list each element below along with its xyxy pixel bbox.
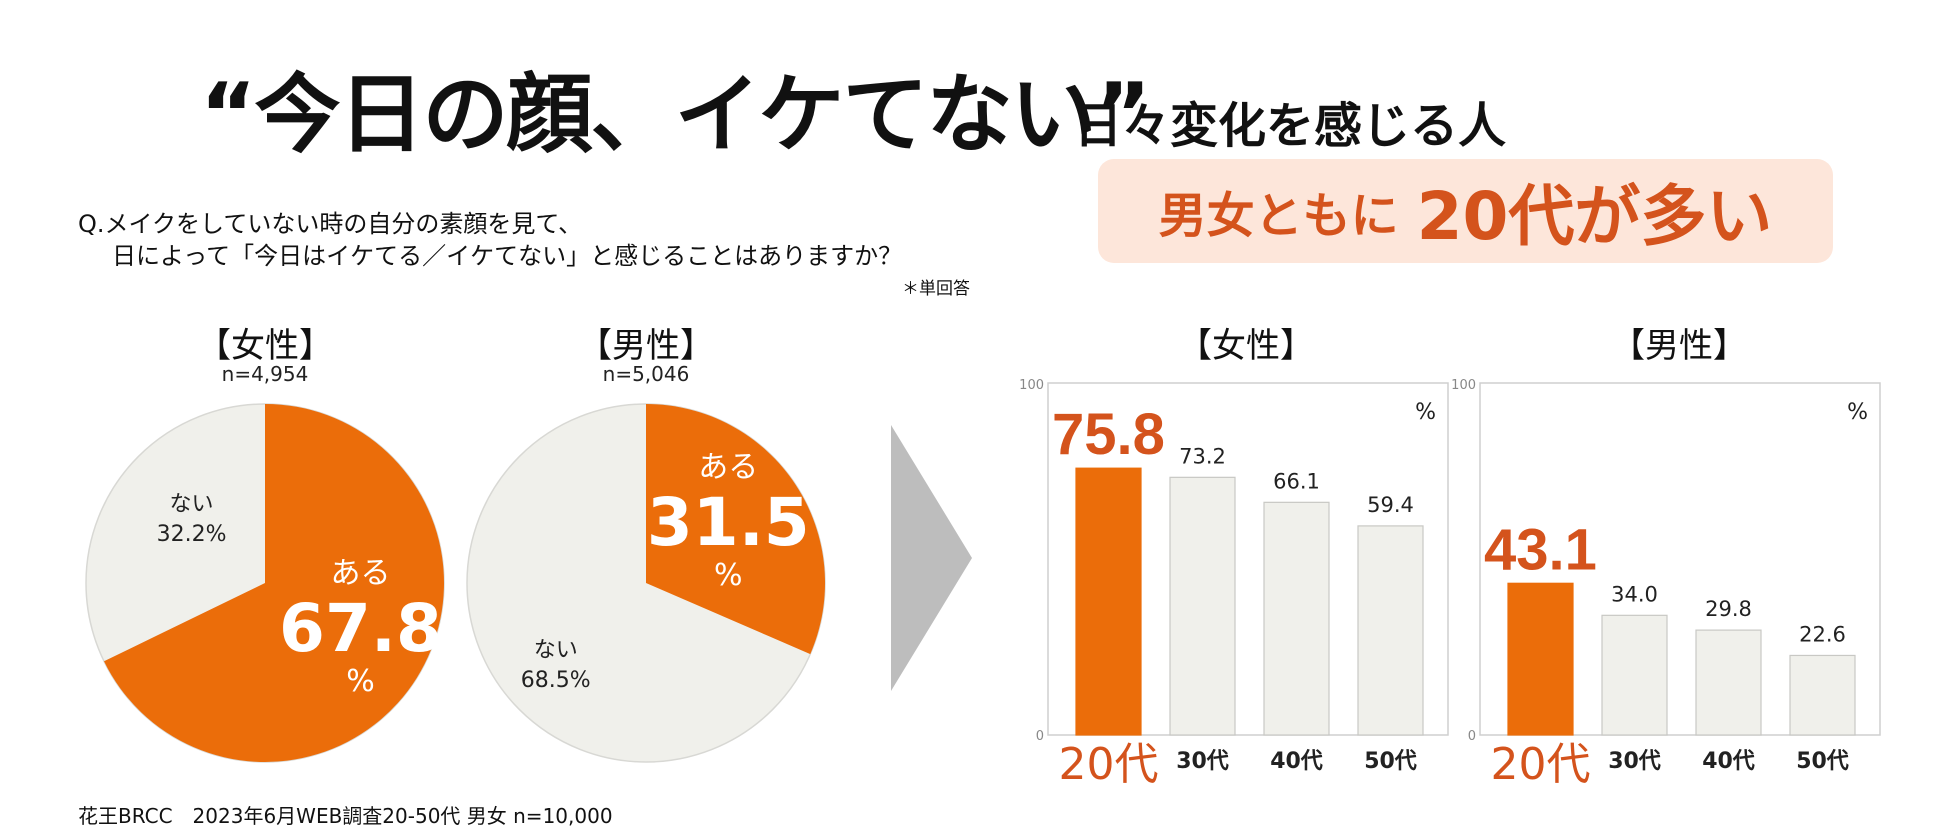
callout-text-2: 20代が多い	[1416, 178, 1773, 255]
men-pie-yes-value: 31.5	[647, 484, 810, 561]
question-line-2: 日によって「今日はイケてる／イケてない」と感じることはありますか？	[112, 242, 903, 270]
men-bar-value-1: 34.0	[1611, 582, 1658, 606]
men-pie-yes-label: ある	[698, 450, 758, 485]
men-category-0: 20代	[1491, 739, 1591, 790]
men-bar-0	[1507, 582, 1574, 736]
women-pie-slice-yes	[104, 404, 445, 762]
page-subtitle: 日々変化を感じる人	[1074, 98, 1507, 154]
women-pie-yes-value: 67.8	[279, 590, 442, 667]
men-bar-2	[1695, 629, 1762, 736]
men-ytick-max: 100	[1451, 378, 1476, 393]
men-category-1: 30代	[1608, 749, 1661, 774]
men-pie-no-value: 68.5%	[521, 668, 591, 693]
men-bar-value-3: 22.6	[1799, 622, 1846, 646]
men-bar-1	[1601, 614, 1668, 736]
women-pie-no-label: ない	[170, 492, 214, 517]
women-bar-frame	[1047, 382, 1449, 736]
women-category-0: 20代	[1059, 739, 1159, 790]
men-unit-label: %	[1847, 400, 1868, 425]
pie-men-title: 【男性】	[578, 326, 714, 366]
answer-note: ＊単回答	[902, 279, 970, 299]
page-title: “今日の顔、イケてない”	[200, 65, 1151, 165]
men-pie-slice-yes	[646, 404, 825, 655]
women-pie-no-value: 32.2%	[157, 522, 227, 547]
pie-women-title: 【女性】	[197, 326, 333, 366]
men-bar-value-0: 43.1	[1484, 517, 1597, 582]
pie-men-n: n=5,046	[602, 362, 690, 386]
bar-women-title: 【女性】	[1178, 326, 1314, 366]
callout-text-1: 男女ともに	[1158, 188, 1399, 244]
men-bar-3	[1789, 654, 1856, 736]
women-bar-0	[1075, 467, 1142, 736]
women-bar-value-3: 59.4	[1367, 493, 1414, 517]
women-ytick-max: 100	[1019, 378, 1044, 393]
women-bar-3	[1357, 525, 1424, 736]
women-bar-1	[1169, 476, 1236, 736]
women-unit-label: %	[1415, 400, 1436, 425]
source-footer: 花王BRCC 2023年6月WEB調査20-50代 男女 n=10,000	[78, 804, 613, 828]
women-bar-value-1: 73.2	[1179, 444, 1226, 468]
women-bar-2	[1263, 501, 1330, 736]
women-category-1: 30代	[1176, 749, 1229, 774]
women-pie-yes-label: ある	[330, 556, 390, 591]
women-bar-value-2: 66.1	[1273, 469, 1320, 493]
men-bar-frame	[1479, 382, 1881, 736]
bar-men-title: 【男性】	[1611, 326, 1747, 366]
question-line-1: Q.メイクをしていない時の自分の素顔を見て、	[78, 210, 583, 238]
women-ytick-min: 0	[1036, 729, 1044, 744]
right-arrow-icon	[891, 425, 972, 691]
women-bar-value-0: 75.8	[1052, 402, 1165, 467]
men-ytick-min: 0	[1468, 729, 1476, 744]
women-category-2: 40代	[1270, 749, 1323, 774]
callout-box: 男女ともに 20代が多い	[1098, 159, 1833, 263]
men-pie-no-label: ない	[534, 638, 578, 663]
men-category-3: 50代	[1796, 749, 1849, 774]
men-bar-value-2: 29.8	[1705, 597, 1752, 621]
women-pie-yes-unit: %	[346, 664, 375, 699]
pie-women-n: n=4,954	[221, 362, 309, 386]
men-category-2: 40代	[1702, 749, 1755, 774]
men-pie-yes-unit: %	[714, 558, 743, 593]
women-category-3: 50代	[1364, 749, 1417, 774]
